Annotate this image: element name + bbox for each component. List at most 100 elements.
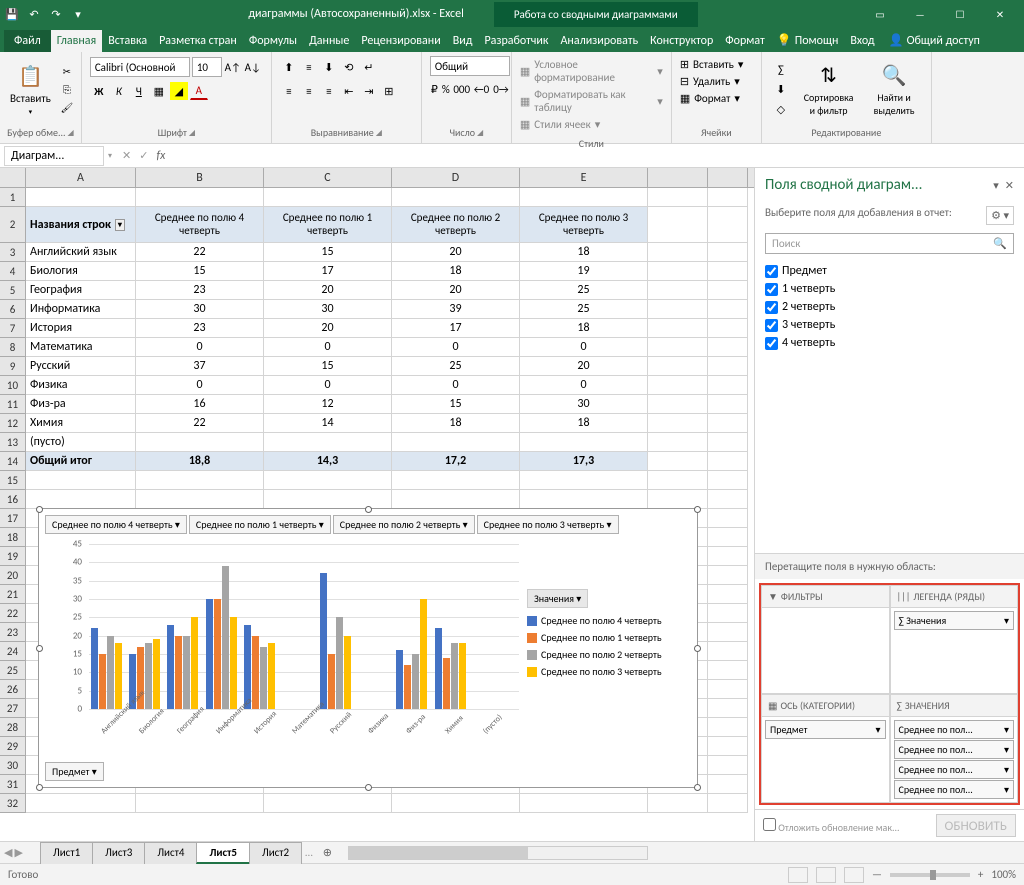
cell[interactable]: 16 [136, 395, 264, 414]
row-header[interactable]: 5 [0, 281, 26, 300]
cell[interactable]: 14,3 [264, 452, 392, 471]
chart-field-button[interactable]: Среднее по полю 2 четверть ▾ [333, 515, 475, 534]
chart-bar[interactable] [167, 625, 174, 709]
cell[interactable] [392, 471, 520, 490]
chart-bar[interactable] [222, 566, 229, 709]
comma-icon[interactable]: 000 [453, 80, 471, 98]
row-header[interactable]: 11 [0, 395, 26, 414]
cell[interactable] [264, 188, 392, 207]
cell[interactable] [648, 471, 708, 490]
cell[interactable] [708, 566, 748, 585]
field-checkbox[interactable] [765, 283, 778, 296]
chart-bar[interactable] [214, 599, 221, 709]
chart-field-button[interactable]: Среднее по полю 4 четверть ▾ [45, 515, 187, 534]
cell[interactable]: Среднее по полю 1 четверть [264, 207, 392, 243]
format-painter-icon[interactable]: 🖌 [59, 99, 75, 115]
cell[interactable]: 0 [136, 376, 264, 395]
formula-input[interactable] [196, 154, 1024, 158]
cell[interactable]: 25 [392, 357, 520, 376]
chart-field-button[interactable]: Среднее по полю 3 четверть ▾ [477, 515, 619, 534]
cell[interactable] [26, 188, 136, 207]
pivot-pane-close-icon[interactable]: ✕ [1005, 179, 1014, 192]
chart-handle[interactable] [694, 645, 701, 652]
cell[interactable]: Математика [26, 338, 136, 357]
increase-indent-icon[interactable]: ⇥ [360, 82, 378, 100]
tab-share[interactable]: 👤Общий доступ [881, 29, 988, 52]
chart-handle[interactable] [694, 784, 701, 791]
cell[interactable] [26, 471, 136, 490]
chart-axis-button[interactable]: Предмет ▾ [45, 762, 104, 781]
cell[interactable] [708, 243, 748, 262]
cell[interactable] [520, 490, 648, 509]
pivot-field[interactable]: 2 четверть [765, 298, 1014, 316]
pivot-field[interactable]: 3 четверть [765, 316, 1014, 334]
pivot-zone-legend[interactable]: |||ЛЕГЕНДА (РЯДЫ) ∑ Значения▾ [890, 585, 1019, 694]
cell[interactable] [708, 300, 748, 319]
cell[interactable]: 18 [392, 262, 520, 281]
chart-bar[interactable] [344, 636, 351, 709]
cell[interactable] [392, 490, 520, 509]
minimize-icon[interactable]: — [904, 3, 936, 25]
fill-color-button[interactable]: ◢ [170, 82, 188, 100]
cell[interactable] [708, 680, 748, 699]
chart-field-button[interactable]: Среднее по полю 1 четверть ▾ [189, 515, 331, 534]
chart-bar[interactable] [396, 650, 403, 709]
cell[interactable]: 20 [264, 319, 392, 338]
tab-signin[interactable]: Вход [844, 30, 880, 52]
cell[interactable]: 25 [520, 281, 648, 300]
cell[interactable]: 18 [520, 414, 648, 433]
sheet-tab[interactable]: Лист5 [196, 842, 250, 864]
cell[interactable] [648, 262, 708, 281]
clear-icon[interactable]: ◇ [772, 100, 790, 118]
cell[interactable]: Физика [26, 376, 136, 395]
chart-handle[interactable] [36, 784, 43, 791]
fx-icon[interactable]: fx [156, 149, 165, 163]
cell[interactable]: Биология [26, 262, 136, 281]
cell[interactable] [708, 699, 748, 718]
column-header[interactable]: D [392, 168, 520, 187]
redo-icon[interactable]: ↷ [48, 6, 64, 22]
chart-bar[interactable] [320, 573, 327, 709]
cell[interactable] [648, 357, 708, 376]
cell[interactable]: 15 [392, 395, 520, 414]
align-right-icon[interactable]: ≡ [320, 82, 338, 100]
cell[interactable] [392, 188, 520, 207]
cell[interactable]: Физ-ра [26, 395, 136, 414]
cell[interactable] [708, 661, 748, 680]
chart-bar[interactable] [268, 643, 275, 709]
border-button[interactable]: ▦ [150, 82, 168, 100]
cell[interactable] [648, 300, 708, 319]
chart-handle[interactable] [365, 506, 372, 513]
close-icon[interactable]: ✕ [984, 3, 1016, 25]
tab-insert[interactable]: Вставка [102, 30, 153, 52]
autosum-icon[interactable]: ∑ [772, 60, 790, 78]
chart-bar[interactable] [412, 654, 419, 709]
format-table-button[interactable]: ▦ Форматировать как таблицу ▾ [520, 86, 663, 116]
column-header[interactable] [648, 168, 708, 187]
cell[interactable]: 15 [264, 243, 392, 262]
cell[interactable]: 18,8 [136, 452, 264, 471]
undo-icon[interactable]: ↶ [26, 6, 42, 22]
cell[interactable] [136, 188, 264, 207]
cell[interactable]: 20 [392, 281, 520, 300]
cell[interactable]: 0 [392, 376, 520, 395]
cell[interactable]: (пусто) [26, 433, 136, 452]
pivot-field[interactable]: 1 четверть [765, 280, 1014, 298]
column-header[interactable]: C [264, 168, 392, 187]
ribbon-options-icon[interactable]: ▭ [864, 3, 896, 25]
cell[interactable] [264, 490, 392, 509]
align-launcher-icon[interactable]: ◢ [376, 128, 382, 138]
cell[interactable] [708, 585, 748, 604]
cell[interactable] [392, 433, 520, 452]
cell[interactable] [708, 262, 748, 281]
cell[interactable]: 30 [520, 395, 648, 414]
cell[interactable] [708, 794, 748, 813]
row-header[interactable]: 31 [0, 775, 26, 794]
cell[interactable] [708, 756, 748, 775]
cell[interactable] [648, 395, 708, 414]
page-layout-view-icon[interactable] [816, 867, 836, 883]
field-checkbox[interactable] [765, 319, 778, 332]
align-left-icon[interactable]: ≡ [280, 82, 298, 100]
percent-icon[interactable]: % [441, 80, 451, 98]
cell[interactable]: 18 [520, 243, 648, 262]
